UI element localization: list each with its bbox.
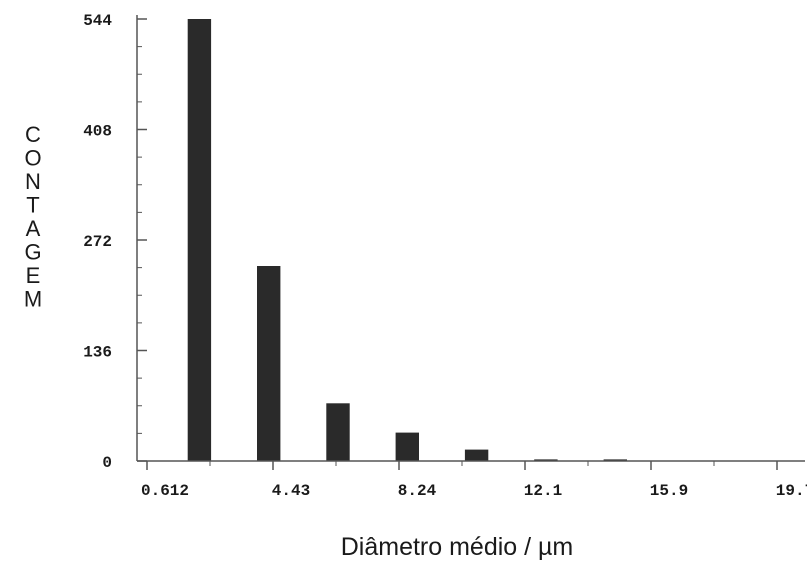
y-tick-label: 0	[102, 454, 112, 472]
y-tick-label: 544	[83, 12, 112, 30]
y-axis-title-letter: M	[24, 287, 42, 312]
y-tick-label: 272	[83, 233, 112, 251]
x-tick-label: 4.43	[272, 482, 310, 500]
y-axis-title-letter: G	[24, 240, 41, 265]
x-tick-label: 15.9	[650, 482, 688, 500]
bar-1	[257, 266, 281, 461]
y-axis-title-letter: T	[26, 193, 39, 218]
x-tick-label: 19.7	[776, 482, 807, 500]
y-tick-label: 408	[83, 123, 112, 141]
bar-6	[603, 459, 627, 461]
y-axis-title-letter: O	[24, 146, 41, 171]
y-tick-label: 136	[83, 344, 112, 362]
x-axis-ticks: 0.612 4.43 8.24 12.1 15.9 19.7	[141, 461, 807, 500]
bar-0	[187, 19, 212, 461]
x-tick-label: 8.24	[398, 482, 437, 500]
bar-4	[464, 449, 489, 461]
y-axis-ticks: 0 136 272 408 544	[83, 12, 147, 472]
bars-group	[187, 19, 627, 461]
bar-3	[395, 432, 419, 461]
x-tick-label: 0.612	[141, 482, 189, 500]
y-axis-title-letter: C	[25, 122, 41, 147]
x-axis-title: Diâmetro médio / µm	[341, 533, 574, 561]
bar-2	[326, 403, 350, 461]
bar-5	[534, 459, 558, 461]
y-axis-title-letter: N	[25, 169, 41, 194]
x-tick-label: 12.1	[524, 482, 562, 500]
y-axis-title-letter: E	[26, 263, 41, 288]
y-axis-title-letter: A	[26, 216, 41, 241]
